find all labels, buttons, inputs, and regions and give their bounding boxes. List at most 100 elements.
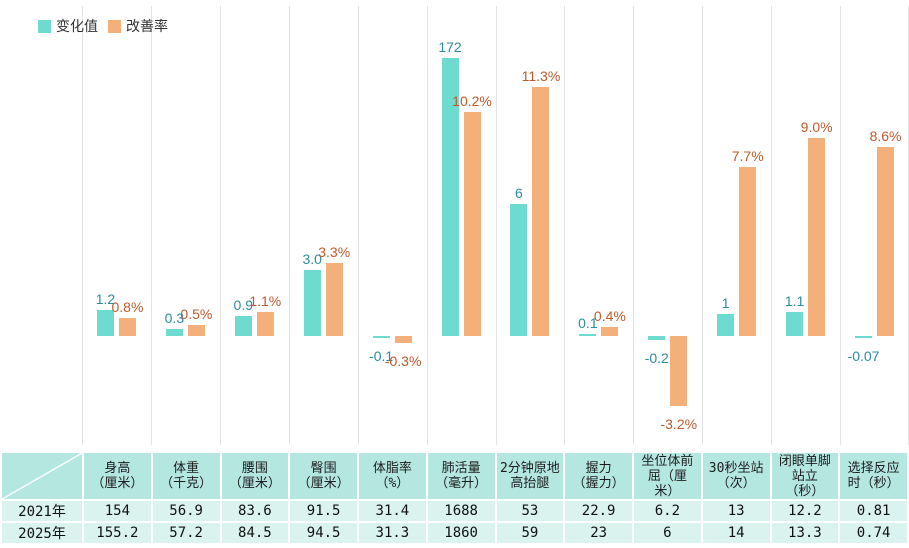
table-cell: 23 [565, 523, 632, 543]
bar-改善率-选择反应时（秒）[interactable] [877, 146, 895, 336]
bar-改善率-2分钟原地高抬腿[interactable] [532, 87, 550, 336]
gridline [288, 6, 290, 445]
bar-value-label: 0.3 [164, 310, 185, 327]
bar-value-label: 172 [438, 39, 462, 55]
table-column-header: 肺活量 （毫升） [427, 453, 495, 499]
bar-value-label: -0.1 [369, 348, 394, 365]
table-column-header: 2分钟原地 高抬腿 [496, 453, 564, 499]
table-column-header: 腰围 （厘米） [221, 453, 289, 499]
legend-swatch-change-value-icon [38, 19, 51, 33]
bar-变化值-30秒坐站（次）[interactable] [717, 314, 735, 336]
table-cell: 57.2 [152, 523, 220, 543]
bar-变化值-身高（厘米）[interactable] [96, 309, 114, 336]
gridline [150, 6, 152, 445]
table-row-header: 2021年 [2, 501, 82, 521]
bar-改善率-30秒坐站（次）[interactable] [739, 166, 757, 336]
bar-value-label: 0.4% [593, 308, 626, 325]
bar-变化值-臀围（厘米）[interactable] [303, 270, 321, 336]
bar-value-label: 1.1% [249, 292, 282, 309]
bar-value-label: 8.6% [869, 127, 902, 144]
table-cell: 13 [702, 501, 770, 521]
table-row: 2025年 155.2 57.2 84.5 94.5 31.3 1860 59 23 6 14 13.… [2, 523, 907, 543]
legend-item-change-value[interactable]: 变化值 [38, 16, 98, 36]
bar-value-label: -0.07 [847, 347, 880, 364]
bar-变化值-闭眼单脚站立（秒）[interactable] [786, 311, 804, 336]
table-cell: 59 [496, 523, 564, 543]
table-cell: 56.9 [152, 501, 220, 521]
table-cell: 31.3 [359, 523, 426, 543]
bar-变化值-体重（千克）[interactable] [165, 329, 183, 336]
table-cell: 155.2 [84, 523, 151, 543]
gridline [907, 6, 909, 445]
bar-chart-plot-area: 1.2 0.3 0.9 3.0 -0.1 172 6 0.1 -0.2 1 1.1 -0.07 0.8%… [82, 6, 909, 445]
bar-改善率-握力（握力）[interactable] [601, 327, 619, 336]
bar-变化值-腰围（厘米）[interactable] [234, 316, 252, 336]
bar-变化值-选择反应时（秒）[interactable] [855, 336, 873, 338]
legend-swatch-improvement-rate-icon [108, 19, 121, 33]
table-cell: 14 [702, 523, 770, 543]
gridline [702, 6, 704, 445]
bar-value-label: 1.2 [95, 290, 116, 307]
table-cell: 91.5 [290, 501, 357, 521]
bar-value-label: 0.5% [180, 306, 213, 322]
bar-改善率-臀围（厘米）[interactable] [325, 263, 343, 336]
chart-legend: 变化值 改善率 [38, 16, 168, 36]
table-cell: 0.81 [840, 501, 907, 521]
table-row-header: 2025年 [2, 523, 82, 543]
bar-变化值-肺活量（毫升）[interactable] [441, 58, 459, 336]
bar-改善率-体重（千克）[interactable] [187, 325, 205, 336]
table-cell: 1860 [427, 523, 495, 543]
table-cell: 0.74 [840, 523, 907, 543]
legend-item-improvement-rate[interactable]: 改善率 [108, 16, 168, 36]
bar-value-label: 0.9 [233, 297, 254, 314]
bar-改善率-体脂率（%）[interactable] [394, 336, 412, 343]
table-column-header: 30秒坐站 （次） [702, 453, 770, 499]
bar-value-label: -3.2% [660, 416, 698, 433]
bar-改善率-坐位体前屈（厘米）[interactable] [670, 336, 688, 407]
table-cell: 1688 [427, 501, 495, 521]
bar-变化值-坐位体前屈（厘米）[interactable] [648, 336, 666, 341]
bar-value-label: 7.7% [731, 147, 764, 164]
legend-label-improvement-rate: 改善率 [126, 18, 168, 34]
bar-改善率-腰围（厘米）[interactable] [256, 311, 274, 336]
data-table: 身高 （厘米） 体重 （千克） 腰围 （厘米） 臀围 （厘米） 体脂率 （%） 肺活量 （… [0, 451, 909, 545]
table-cell: 22.9 [565, 501, 632, 521]
bar-value-label: 3.3% [318, 244, 351, 261]
table-cell: 83.6 [221, 501, 289, 521]
table-column-header: 握力 （握力） [565, 453, 632, 499]
table-cell: 6.2 [634, 501, 701, 521]
table-cell: 6 [634, 523, 701, 543]
table-cell: 94.5 [290, 523, 357, 543]
gridline [633, 6, 635, 445]
table-cell: 31.4 [359, 501, 426, 521]
gridline [219, 6, 221, 445]
table-column-header: 选择反应 时（秒） [840, 453, 907, 499]
gridline [840, 6, 842, 445]
table-cell: 154 [84, 501, 151, 521]
bar-value-label: 11.3% [521, 68, 561, 85]
table-column-header: 闭眼单脚 站立 （秒） [771, 453, 839, 499]
table-column-header: 坐位体前 屈（厘 米） [634, 453, 701, 499]
gridline [564, 6, 566, 445]
table-column-header: 体脂率 （%） [359, 453, 426, 499]
table-cell: 53 [496, 501, 564, 521]
bar-变化值-2分钟原地高抬腿[interactable] [510, 204, 528, 336]
bar-变化值-握力（握力）[interactable] [579, 333, 597, 336]
table-column-header: 身高 （厘米） [84, 453, 151, 499]
legend-label-change-value: 变化值 [56, 18, 98, 34]
gridline [771, 6, 773, 445]
gridline [495, 6, 497, 445]
table-cell: 13.3 [771, 523, 839, 543]
bar-value-label: 9.0% [800, 119, 833, 135]
bar-改善率-肺活量（毫升）[interactable] [463, 111, 481, 336]
bar-改善率-闭眼单脚站立（秒）[interactable] [808, 138, 826, 336]
table-column-header: 臀围 （厘米） [290, 453, 357, 499]
table-row: 2021年 154 56.9 83.6 91.5 31.4 1688 53 22.9 6.2 13 1… [2, 501, 907, 521]
table-corner-cell [2, 453, 82, 499]
gridline [426, 6, 428, 445]
gridline [82, 6, 83, 445]
bar-变化值-体脂率（%）[interactable] [372, 336, 390, 339]
table-cell: 12.2 [771, 501, 839, 521]
table-column-header: 体重 （千克） [152, 453, 220, 499]
bar-改善率-身高（厘米）[interactable] [118, 318, 136, 336]
